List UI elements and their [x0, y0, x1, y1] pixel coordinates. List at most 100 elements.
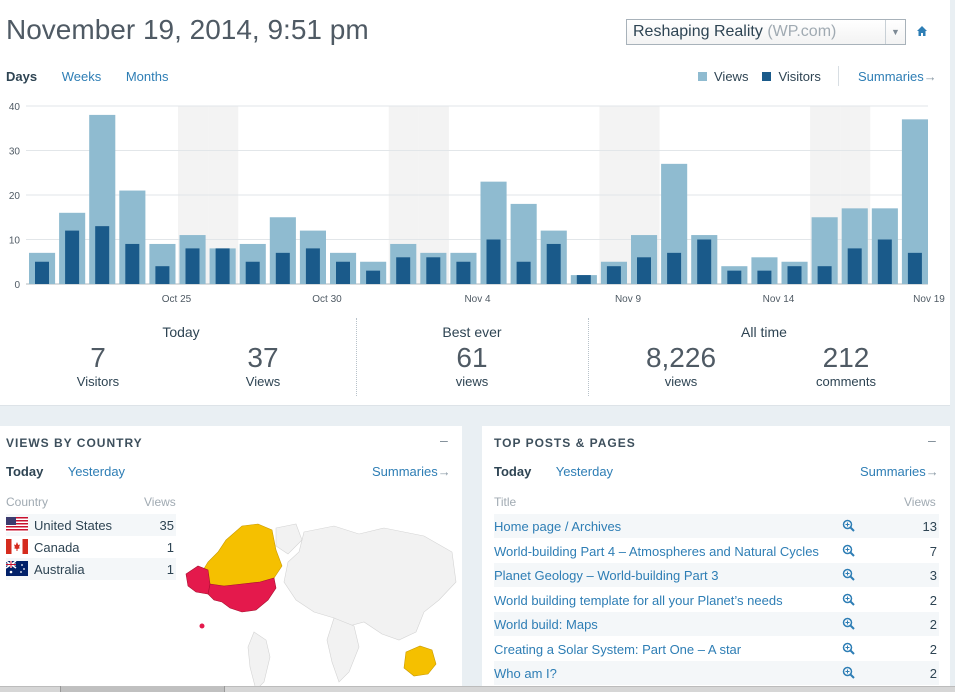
visitors-bar — [787, 266, 802, 284]
best-ever-count: 61 — [456, 342, 488, 373]
card-title: VIEWS BY COUNTRY — [6, 436, 143, 450]
post-views: 3 — [929, 568, 937, 583]
post-row[interactable]: Who am I? 2 — [494, 661, 939, 685]
tab-weeks[interactable]: Weeks — [61, 69, 102, 84]
tab-today[interactable]: Today — [494, 464, 532, 479]
x-tick-label: Oct 30 — [312, 294, 342, 305]
canada-flag-icon — [6, 539, 28, 554]
post-title-link[interactable]: World-building Part 4 – Atmospheres and … — [494, 544, 819, 559]
magnifier-icon[interactable] — [842, 568, 855, 581]
arrow-right-icon: → — [925, 464, 939, 479]
visitors-bar — [396, 257, 411, 284]
site-selector[interactable]: Reshaping Reality (WP.com) ▼ — [626, 19, 906, 45]
dropdown-arrow-icon[interactable]: ▼ — [885, 20, 905, 44]
best-ever-title: Best ever — [442, 324, 502, 340]
country-row[interactable]: Australia 1 — [6, 558, 176, 580]
visitors-bar — [697, 239, 712, 284]
magnifier-icon[interactable] — [842, 666, 855, 679]
post-row[interactable]: World build: Maps 2 — [494, 612, 939, 636]
post-title-link[interactable]: Home page / Archives — [494, 519, 622, 534]
column-header-views: Views — [904, 495, 936, 509]
column-header-country: Country — [6, 495, 49, 509]
country-views: 1 — [166, 562, 174, 577]
post-row[interactable]: Planet Geology – World-building Part 3 3 — [494, 563, 939, 587]
magnifier-icon[interactable] — [842, 519, 855, 532]
arrow-right-icon: → — [923, 69, 937, 84]
country-name: Canada — [34, 540, 80, 555]
magnifier-icon[interactable] — [842, 544, 855, 557]
canada-shape — [201, 523, 283, 587]
visitors-bar — [486, 239, 501, 284]
summaries-label: Summaries — [372, 464, 438, 479]
scrollbar-thumb[interactable] — [60, 686, 225, 692]
all-time-comments-label: comments — [816, 374, 876, 389]
summaries-label: Summaries — [860, 464, 926, 479]
page-title: November 19, 2014, 9:51 pm — [6, 14, 369, 45]
all-time-views-count: 8,226 — [645, 342, 717, 373]
column-header-title: Title — [494, 495, 517, 509]
country-row[interactable]: United States 35 — [6, 514, 176, 536]
minimize-icon[interactable]: – — [928, 432, 936, 448]
tab-months[interactable]: Months — [125, 69, 169, 84]
tab-today[interactable]: Today — [6, 464, 44, 479]
minimize-icon[interactable]: – — [440, 432, 448, 448]
post-row[interactable]: Home page / Archives 13 — [494, 514, 939, 538]
eurasia-africa-shape — [283, 525, 457, 641]
greenland-shape — [275, 523, 303, 555]
today-visitors-stat: 7 Visitors — [62, 342, 134, 389]
visitors-bar — [245, 261, 260, 284]
visitors-bar — [336, 261, 350, 284]
legend-divider — [838, 66, 839, 86]
visitors-bar — [877, 239, 892, 284]
summaries-link[interactable]: Summaries→ — [858, 69, 937, 84]
tab-yesterday[interactable]: Yesterday — [555, 464, 614, 479]
visitors-bar — [546, 243, 561, 284]
x-tick-label: Oct 25 — [162, 294, 192, 305]
y-tick-label: 20 — [9, 191, 21, 202]
magnifier-icon[interactable] — [842, 642, 855, 655]
country-name: Australia — [34, 562, 85, 577]
horizontal-scrollbar[interactable] — [0, 686, 955, 692]
post-row[interactable]: World building template for all your Pla… — [494, 588, 939, 612]
magnifier-icon[interactable] — [842, 617, 855, 630]
x-tick-label: Nov 14 — [763, 294, 795, 305]
country-views: 35 — [159, 518, 174, 533]
visitors-bar — [185, 248, 200, 284]
visitors-bar — [516, 261, 531, 284]
visitors-bar — [305, 248, 320, 284]
stats-today — [0, 0, 356, 78]
visitors-bar — [576, 275, 591, 284]
summaries-label: Summaries — [858, 69, 924, 84]
y-tick-label: 40 — [9, 102, 21, 113]
visitors-bar — [606, 266, 621, 284]
country-row[interactable]: Canada 1 — [6, 536, 176, 558]
post-title-link[interactable]: Who am I? — [494, 666, 557, 681]
tab-days[interactable]: Days — [6, 69, 38, 84]
all-time-title: All time — [741, 324, 787, 340]
post-title-link[interactable]: World building template for all your Pla… — [494, 593, 783, 608]
home-icon[interactable] — [916, 25, 928, 37]
site-name: Reshaping Reality — [633, 23, 763, 40]
post-title-link[interactable]: World build: Maps — [494, 617, 598, 632]
post-title-link[interactable]: Creating a Solar System: Part One – A st… — [494, 642, 742, 657]
post-row[interactable]: World-building Part 4 – Atmospheres and … — [494, 539, 939, 563]
post-title-link[interactable]: Planet Geology – World-building Part 3 — [494, 568, 719, 583]
country-summaries-link[interactable]: Summaries→ — [372, 464, 451, 479]
best-ever-stat: 61 views — [434, 342, 510, 389]
x-tick-label: Nov 4 — [464, 294, 491, 305]
y-tick-label: 0 — [14, 280, 20, 291]
posts-summaries-link[interactable]: Summaries→ — [860, 464, 939, 479]
south-america-shape — [247, 631, 271, 691]
legend-views: Views — [698, 69, 748, 84]
magnifier-icon[interactable] — [842, 593, 855, 606]
legend-visitors-label: Visitors — [778, 69, 821, 84]
x-tick-label: Nov 9 — [615, 294, 642, 305]
today-visitors-count: 7 — [90, 342, 106, 373]
all-time-views-label: views — [664, 374, 698, 389]
stats-divider — [356, 318, 357, 396]
visitors-bar — [65, 230, 80, 284]
tab-yesterday[interactable]: Yesterday — [67, 464, 126, 479]
visitors-bar — [727, 270, 742, 284]
post-row[interactable]: Creating a Solar System: Part One – A st… — [494, 637, 939, 661]
hawaii-shape — [199, 623, 205, 629]
